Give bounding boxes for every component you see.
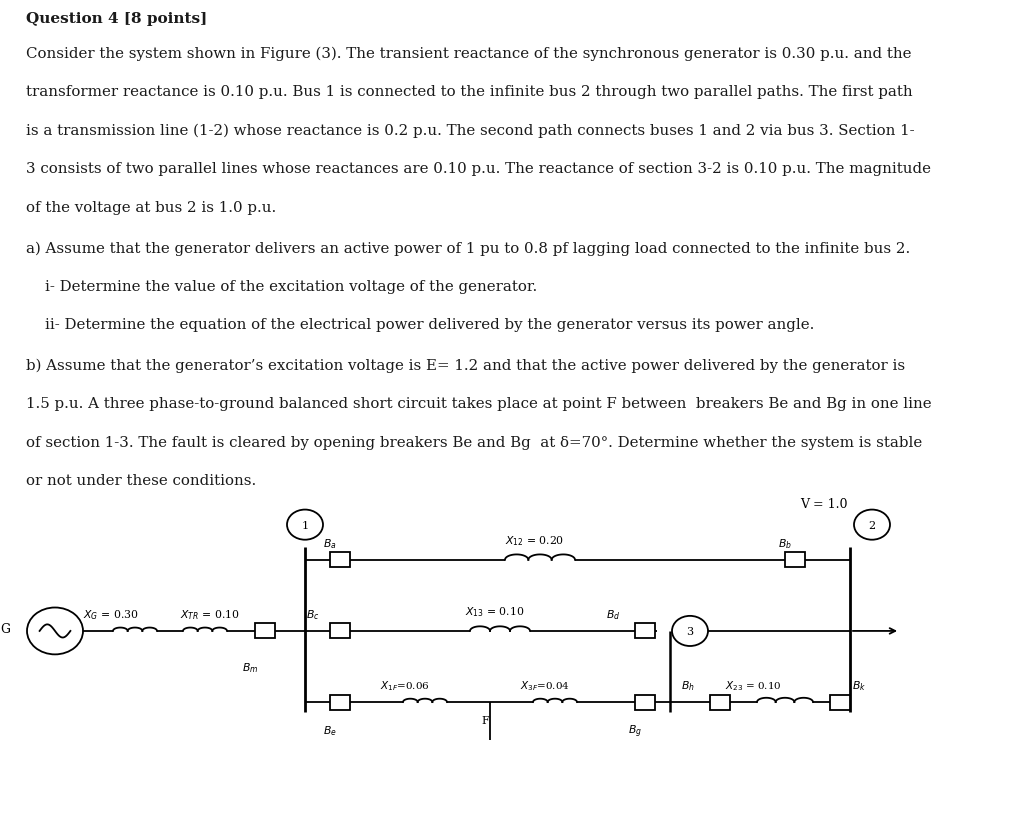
Text: 2: 2 bbox=[868, 520, 876, 530]
Bar bbox=[785, 553, 805, 568]
Text: 3 consists of two parallel lines whose reactances are 0.10 p.u. The reactance of: 3 consists of two parallel lines whose r… bbox=[26, 162, 931, 176]
Text: F: F bbox=[481, 715, 488, 725]
Text: $B_m$: $B_m$ bbox=[242, 660, 258, 674]
Text: 1: 1 bbox=[301, 520, 308, 530]
Bar bbox=[330, 624, 350, 639]
Text: Question 4 [8 points]: Question 4 [8 points] bbox=[26, 12, 207, 26]
Text: V = 1.0: V = 1.0 bbox=[800, 497, 848, 510]
Text: $X_G$ = 0.30: $X_G$ = 0.30 bbox=[83, 608, 138, 621]
Text: $X_{TR}$ = 0.10: $X_{TR}$ = 0.10 bbox=[180, 608, 240, 621]
Text: $B_b$: $B_b$ bbox=[778, 537, 792, 550]
Text: $B_h$: $B_h$ bbox=[681, 679, 695, 692]
Text: i- Determine the value of the excitation voltage of the generator.: i- Determine the value of the excitation… bbox=[26, 279, 537, 293]
Bar bbox=[255, 624, 275, 639]
Text: $B_g$: $B_g$ bbox=[628, 723, 642, 740]
Bar bbox=[635, 695, 655, 710]
Text: of the voltage at bus 2 is 1.0 p.u.: of the voltage at bus 2 is 1.0 p.u. bbox=[26, 201, 275, 214]
Bar bbox=[830, 695, 850, 710]
Text: ii- Determine the equation of the electrical power delivered by the generator ve: ii- Determine the equation of the electr… bbox=[26, 318, 814, 332]
Text: a) Assume that the generator delivers an active power of 1 pu to 0.8 pf lagging : a) Assume that the generator delivers an… bbox=[26, 241, 910, 256]
Text: b) Assume that the generator’s excitation voltage is E= 1.2 and that the active : b) Assume that the generator’s excitatio… bbox=[26, 359, 905, 373]
Text: G: G bbox=[0, 622, 10, 635]
Text: transformer reactance is 0.10 p.u. Bus 1 is connected to the infinite bus 2 thro: transformer reactance is 0.10 p.u. Bus 1… bbox=[26, 85, 912, 99]
Text: $X_{23}$ = 0.10: $X_{23}$ = 0.10 bbox=[725, 679, 781, 692]
Text: $B_d$: $B_d$ bbox=[605, 608, 620, 621]
Text: is a transmission line (1-2) whose reactance is 0.2 p.u. The second path connect: is a transmission line (1-2) whose react… bbox=[26, 124, 914, 138]
Text: of section 1-3. The fault is cleared by opening breakers Be and Bg  at δ=70°. De: of section 1-3. The fault is cleared by … bbox=[26, 436, 922, 450]
Text: Consider the system shown in Figure (3). The transient reactance of the synchron: Consider the system shown in Figure (3).… bbox=[26, 47, 911, 61]
Bar bbox=[710, 695, 730, 710]
Text: $B_c$: $B_c$ bbox=[306, 608, 319, 621]
Text: $X_{12}$ = 0.20: $X_{12}$ = 0.20 bbox=[505, 534, 564, 548]
Text: $X_{1F}$=0.06: $X_{1F}$=0.06 bbox=[380, 679, 430, 692]
Text: $B_e$: $B_e$ bbox=[324, 723, 337, 737]
Text: $X_{3F}$=0.04: $X_{3F}$=0.04 bbox=[520, 679, 570, 692]
Text: 3: 3 bbox=[686, 626, 693, 636]
Text: $B_k$: $B_k$ bbox=[852, 679, 866, 692]
Text: $X_{13}$ = 0.10: $X_{13}$ = 0.10 bbox=[465, 605, 524, 619]
Text: 1.5 p.u. A three phase-to-ground balanced short circuit takes place at point F b: 1.5 p.u. A three phase-to-ground balance… bbox=[26, 397, 931, 411]
Bar bbox=[330, 553, 350, 568]
Text: or not under these conditions.: or not under these conditions. bbox=[26, 474, 256, 487]
Bar bbox=[330, 695, 350, 710]
Text: $B_a$: $B_a$ bbox=[324, 537, 337, 550]
Bar bbox=[635, 624, 655, 639]
